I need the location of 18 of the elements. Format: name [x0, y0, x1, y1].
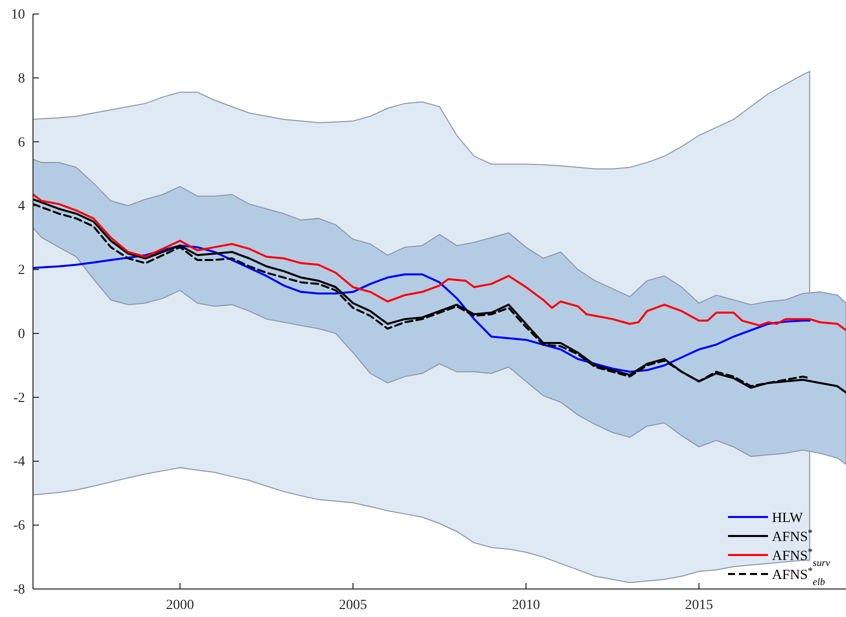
y-tick-label: -2	[13, 390, 25, 406]
y-tick-label: 2	[18, 263, 25, 278]
y-tick-label: -6	[13, 518, 25, 534]
y-tick-label: 0	[18, 326, 25, 342]
line-series	[33, 244, 811, 373]
line-series	[33, 193, 846, 332]
legend-label: AFNS$^{*}$	[772, 527, 813, 545]
x-tick-label: 2005	[339, 598, 368, 613]
legend-label: HLW	[772, 510, 804, 526]
y-tick-label: 10	[11, 7, 25, 22]
x-tick-label: 2000	[166, 598, 194, 613]
y-tick-label: -8	[13, 582, 25, 598]
y-tick-label: -4	[13, 454, 25, 470]
x-tick-label: 2010	[512, 598, 540, 613]
y-tick-label: 6	[18, 135, 25, 150]
x-tick-label: 2015	[684, 598, 713, 613]
y-tick-label: 8	[18, 71, 25, 86]
y-tick-label: 4	[18, 199, 25, 214]
